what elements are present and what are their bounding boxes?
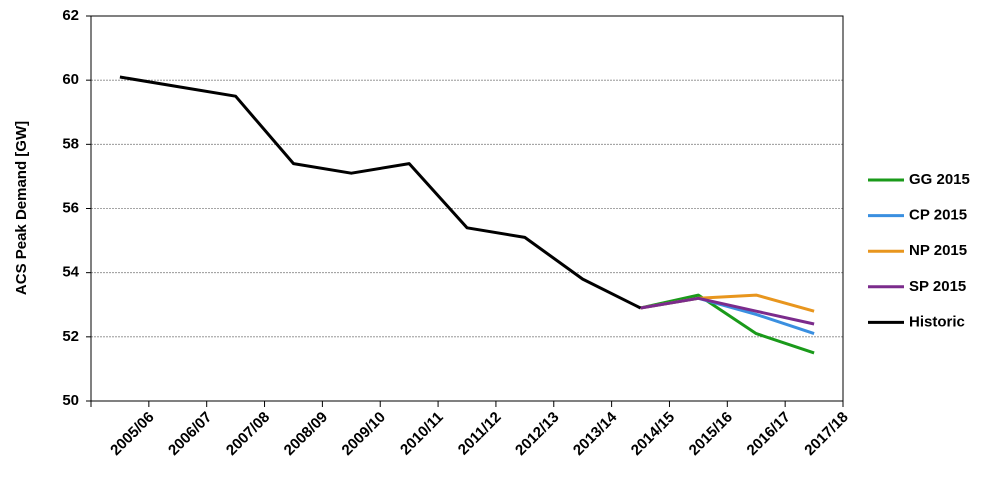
x-tick-label: 2017/18 xyxy=(801,409,851,459)
x-tick-label: 2013/14 xyxy=(570,408,621,459)
y-axis-label: ACS Peak Demand [GW] xyxy=(13,121,30,295)
x-tick-label: 2010/11 xyxy=(397,409,447,459)
line-series xyxy=(640,296,815,326)
legend-label: GG 2015 xyxy=(909,171,970,188)
x-tick-label: 2006/07 xyxy=(165,409,215,459)
y-tick-label: 60 xyxy=(62,71,79,88)
y-tick-label: 50 xyxy=(62,392,79,409)
y-tick-label: 52 xyxy=(62,328,79,345)
x-tick-label: 2014/15 xyxy=(628,409,678,459)
y-tick-label: 62 xyxy=(62,7,79,24)
x-tick-label: 2009/10 xyxy=(339,409,389,459)
plot-frame xyxy=(90,15,844,402)
legend-label: Historic xyxy=(909,313,965,330)
line-series xyxy=(640,293,815,355)
x-tick-label: 2011/12 xyxy=(455,409,505,459)
legend-label: CP 2015 xyxy=(909,207,967,224)
legend-label: SP 2015 xyxy=(909,278,966,295)
x-tick-label: 2016/17 xyxy=(743,409,793,459)
x-tick-label: 2008/09 xyxy=(281,409,331,459)
line-series xyxy=(119,75,642,310)
y-tick-label: 54 xyxy=(62,264,79,281)
y-tick-label: 56 xyxy=(62,199,79,216)
x-tick-label: 2007/08 xyxy=(223,409,273,459)
x-tick-label: 2012/13 xyxy=(512,409,562,459)
y-tick-label: 58 xyxy=(62,135,79,152)
x-tick-label: 2015/16 xyxy=(686,409,736,459)
legend-label: NP 2015 xyxy=(909,242,967,259)
x-tick-label: 2005/06 xyxy=(107,409,157,459)
